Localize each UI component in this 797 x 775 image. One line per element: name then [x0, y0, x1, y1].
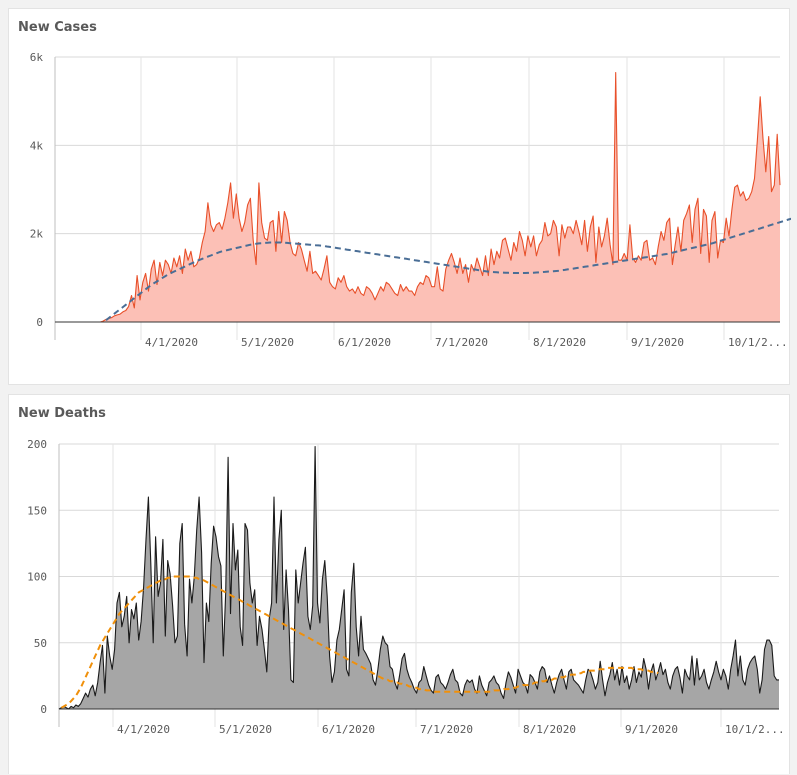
new-cases-panel: New Cases 0 2k 4k 6k 4/1/2020 5/1/2020 6/1/202… — [8, 8, 791, 386]
x-tick-label: 7/1/2020 — [420, 723, 473, 736]
y-tick-label: 2k — [30, 228, 44, 241]
x-tick-label: 9/1/2020 — [631, 336, 684, 349]
series-area — [59, 446, 779, 709]
x-tick-label: 10/1/2... — [725, 723, 785, 736]
x-tick-label: 4/1/2020 — [117, 723, 170, 736]
y-tick-label: 50 — [34, 637, 47, 650]
y-tick-label: 0 — [36, 316, 43, 329]
y-tick-label: 150 — [27, 504, 47, 517]
trend-line — [105, 217, 791, 321]
x-tick-label: 9/1/2020 — [625, 723, 678, 736]
x-tick-label: 8/1/2020 — [533, 336, 586, 349]
x-tick-label: 6/1/2020 — [338, 336, 391, 349]
x-tick-label: 8/1/2020 — [523, 723, 576, 736]
y-tick-label: 100 — [27, 571, 47, 584]
y-tick-label: 6k — [30, 51, 44, 64]
new-deaths-panel: New Deaths 0 50 100 150 200 4/1/2020 5/1/2020 6… — [8, 394, 790, 774]
x-tick-label: 7/1/2020 — [435, 336, 488, 349]
y-tick-label: 4k — [30, 139, 44, 152]
chart-title: New Deaths — [18, 406, 106, 421]
x-tick-label: 6/1/2020 — [322, 723, 375, 736]
x-tick-label: 4/1/2020 — [145, 336, 198, 349]
series-area — [55, 72, 780, 322]
x-tick-label: 5/1/2020 — [241, 336, 294, 349]
new-deaths-chart[interactable]: 0 50 100 150 200 4/1/2020 5/1/2020 6/1/2020 7/1/… — [9, 395, 791, 775]
x-tick-label: 5/1/2020 — [219, 723, 272, 736]
series-line — [55, 71, 781, 323]
y-tick-label: 0 — [40, 703, 47, 716]
chart-title: New Cases — [18, 20, 97, 35]
new-cases-chart[interactable]: 0 2k 4k 6k 4/1/2020 5/1/2020 6/1/2020 7/1/2020 8… — [9, 9, 791, 386]
y-tick-label: 200 — [27, 438, 47, 451]
series-line — [58, 446, 779, 710]
x-tick-label: 10/1/2... — [728, 336, 788, 349]
